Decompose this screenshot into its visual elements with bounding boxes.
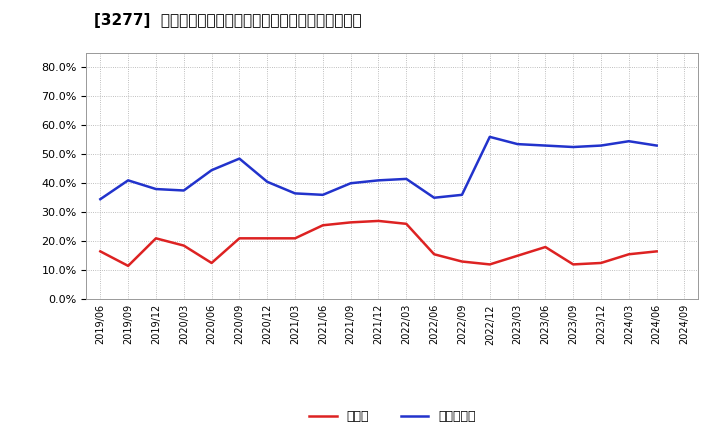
現預金 [430,252,438,257]
現預金 [597,260,606,266]
現預金 [485,262,494,267]
有利子負債 [402,176,410,182]
現預金 [458,259,467,264]
現預金 [652,249,661,254]
有利子負債 [485,134,494,139]
有利子負債 [96,197,104,202]
有利子負債 [374,178,383,183]
現預金 [513,253,522,258]
有利子負債 [541,143,550,148]
現預金 [235,236,243,241]
有利子負債 [152,187,161,192]
有利子負債 [458,192,467,198]
有利子負債 [291,191,300,196]
Line: 有利子負債: 有利子負債 [100,137,657,199]
現預金 [263,236,271,241]
現預金 [374,218,383,224]
現預金 [318,223,327,228]
有利子負債 [124,178,132,183]
有利子負債 [179,188,188,193]
有利子負債 [318,192,327,198]
現預金 [291,236,300,241]
現預金 [152,236,161,241]
現預金 [96,249,104,254]
有利子負債 [569,144,577,150]
Legend: 現預金, 有利子負債: 現預金, 有利子負債 [305,406,480,429]
現預金 [569,262,577,267]
有利子負債 [263,179,271,184]
Text: [3277]  現預金、有利子負債の総資産に対する比率の推移: [3277] 現預金、有利子負債の総資産に対する比率の推移 [94,13,361,28]
有利子負債 [235,156,243,161]
現預金 [346,220,355,225]
現預金 [179,243,188,248]
現預金 [124,263,132,268]
現預金 [402,221,410,227]
Line: 現預金: 現預金 [100,221,657,266]
有利子負債 [624,139,633,144]
有利子負債 [346,180,355,186]
有利子負債 [652,143,661,148]
有利子負債 [430,195,438,200]
現預金 [624,252,633,257]
有利子負債 [207,168,216,173]
現預金 [207,260,216,266]
有利子負債 [513,142,522,147]
有利子負債 [597,143,606,148]
現預金 [541,244,550,249]
